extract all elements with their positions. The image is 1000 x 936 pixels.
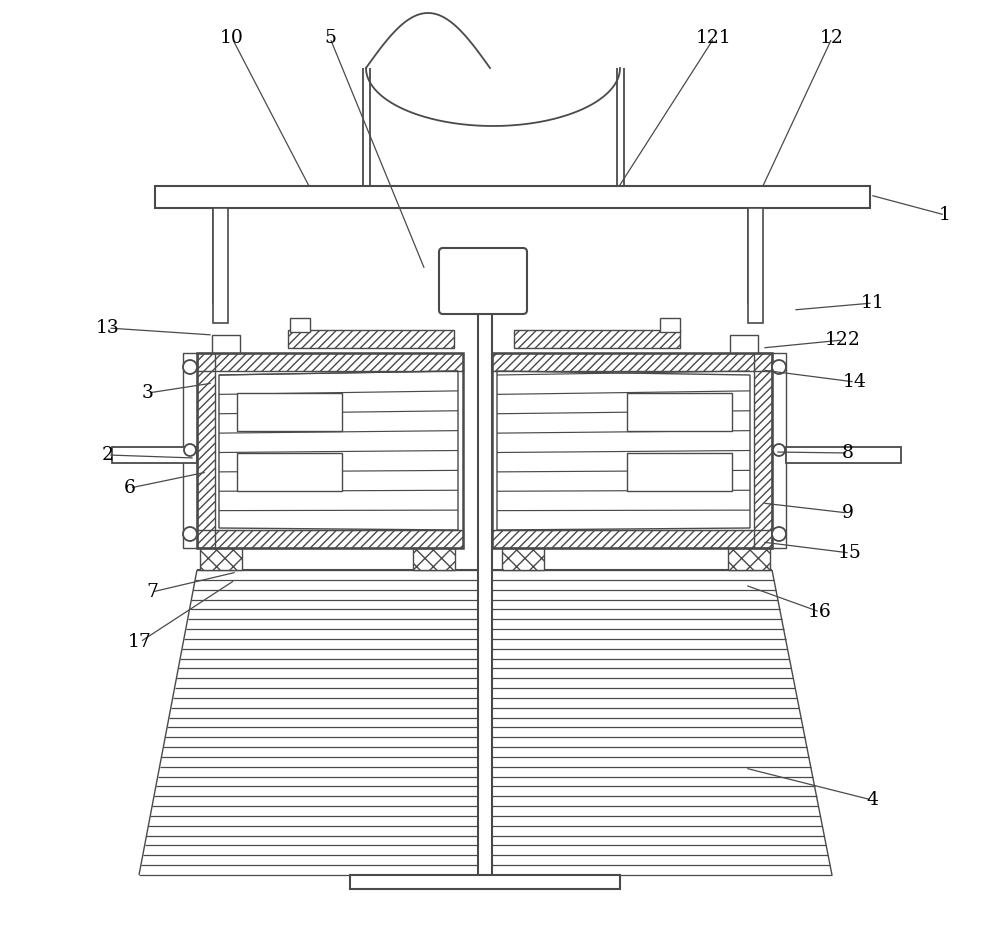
Bar [627, 453, 732, 491]
Bar [754, 353, 772, 548]
Bar [197, 530, 463, 548]
Bar [730, 335, 758, 353]
Text: 7: 7 [146, 583, 158, 601]
Bar [413, 548, 455, 570]
Text: 2: 2 [102, 446, 114, 464]
Bar [786, 447, 901, 463]
Text: 4: 4 [866, 791, 878, 809]
FancyBboxPatch shape [439, 248, 527, 314]
Bar [772, 353, 786, 548]
Polygon shape [497, 371, 750, 530]
Bar [212, 335, 240, 353]
Bar [288, 330, 454, 348]
Text: 121: 121 [696, 29, 732, 47]
Bar [183, 353, 197, 548]
Bar [197, 353, 463, 371]
Bar [492, 530, 772, 548]
Bar [200, 548, 242, 570]
Bar [213, 208, 227, 303]
Text: 12: 12 [820, 29, 844, 47]
Circle shape [184, 444, 196, 456]
Bar [660, 318, 680, 332]
Bar [237, 453, 342, 491]
Bar [112, 447, 197, 463]
Text: 9: 9 [842, 504, 854, 522]
Circle shape [773, 444, 785, 456]
Bar [748, 208, 763, 323]
Bar [514, 330, 680, 348]
Text: 5: 5 [324, 29, 336, 47]
Text: 16: 16 [808, 603, 832, 621]
Bar [155, 186, 870, 208]
Text: 11: 11 [861, 294, 885, 312]
Bar [627, 393, 732, 431]
Bar [197, 353, 463, 548]
Polygon shape [219, 371, 458, 530]
Circle shape [772, 360, 786, 374]
Text: 17: 17 [128, 633, 152, 651]
Circle shape [183, 360, 197, 374]
Text: 6: 6 [124, 479, 136, 497]
Bar [492, 353, 772, 371]
Bar [492, 530, 772, 548]
Text: 10: 10 [220, 29, 244, 47]
Bar [502, 548, 544, 570]
Bar [492, 353, 772, 548]
Text: 8: 8 [842, 444, 854, 462]
Bar [350, 875, 620, 889]
Text: 3: 3 [142, 384, 154, 402]
Bar [197, 353, 463, 371]
Text: 13: 13 [96, 319, 120, 337]
Circle shape [772, 527, 786, 541]
Bar [213, 208, 228, 323]
Text: 14: 14 [843, 373, 867, 391]
Bar [728, 548, 770, 570]
Bar [502, 548, 544, 570]
Bar [514, 330, 680, 348]
Bar [290, 318, 310, 332]
Bar [197, 353, 215, 548]
Bar [197, 530, 463, 548]
Bar [754, 353, 772, 548]
Text: 15: 15 [838, 544, 862, 562]
Bar [748, 208, 762, 303]
Bar [237, 393, 342, 431]
Bar [288, 330, 454, 348]
Text: 122: 122 [825, 331, 861, 349]
Bar [413, 548, 455, 570]
Circle shape [183, 527, 197, 541]
Text: 1: 1 [939, 206, 951, 224]
Bar [728, 548, 770, 570]
Bar [200, 548, 242, 570]
Bar [492, 353, 772, 371]
Bar [197, 353, 215, 548]
